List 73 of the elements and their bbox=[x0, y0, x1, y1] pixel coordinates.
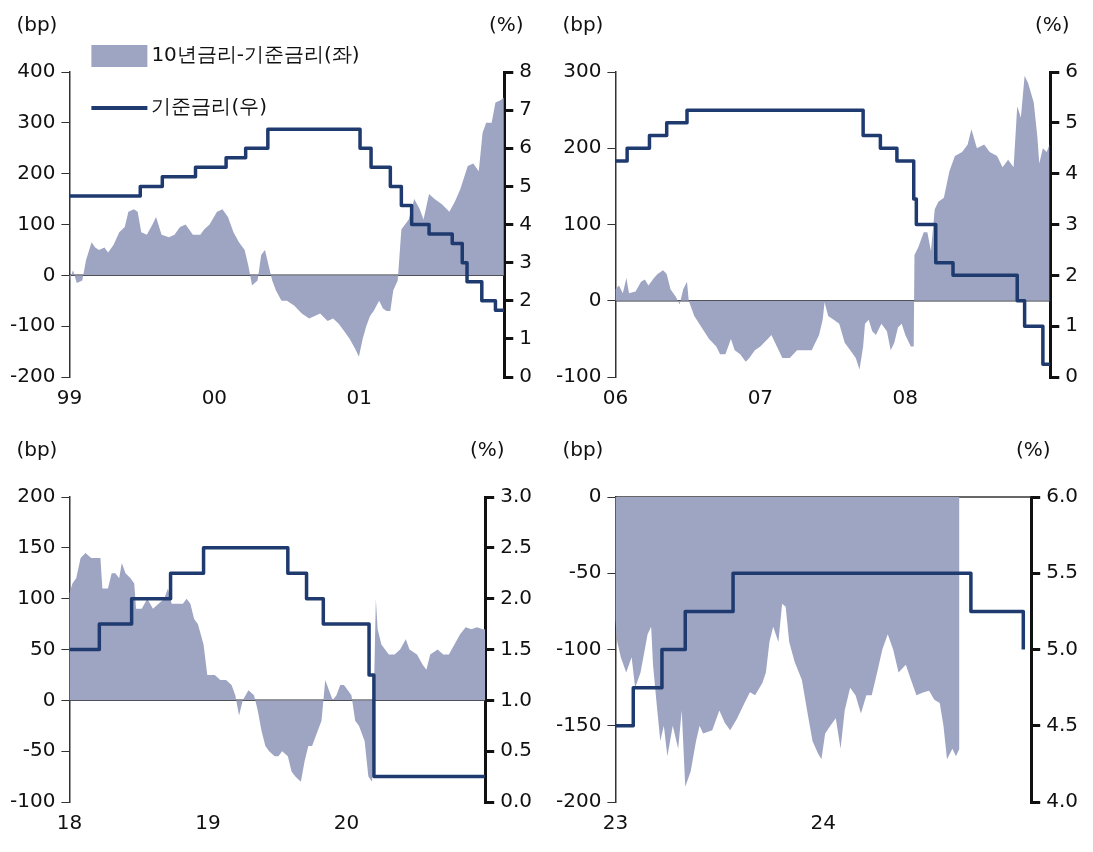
y-tick-label: 150 bbox=[17, 534, 56, 559]
y-tick-label: 0 bbox=[588, 286, 602, 311]
x-tick-label: 99 bbox=[56, 385, 83, 410]
y2-tick-label: 0 bbox=[1065, 363, 1079, 388]
y2-tick-label: 0.0 bbox=[500, 788, 533, 813]
y-tick-label: 100 bbox=[17, 210, 56, 235]
y2-tick-label: 2 bbox=[1065, 261, 1079, 286]
y-tick-label: 300 bbox=[17, 109, 56, 134]
y-tick-label: 0 bbox=[42, 261, 56, 286]
y-tick-label: 0 bbox=[588, 483, 602, 508]
x-tick-label: 19 bbox=[195, 810, 221, 835]
y2-tick-label: 1 bbox=[1065, 312, 1079, 337]
y2-tick-label: 4.0 bbox=[1046, 788, 1079, 813]
legend-label: 10년금리-기준금리(좌) bbox=[151, 42, 360, 67]
x-tick-label: 01 bbox=[346, 385, 373, 410]
x-tick-label: 24 bbox=[810, 810, 837, 835]
x-tick-label: 18 bbox=[56, 810, 83, 835]
y-tick-label: 400 bbox=[17, 58, 56, 83]
legend-label: 기준금리(우) bbox=[151, 94, 267, 119]
y-tick-label: -100 bbox=[556, 363, 602, 388]
y-tick-label: 200 bbox=[563, 134, 602, 159]
y-axis-title: (bp) bbox=[16, 12, 58, 37]
y2-tick-label: 4.5 bbox=[1046, 711, 1079, 736]
y2-tick-label: 1 bbox=[519, 325, 533, 350]
y-tick-label: 100 bbox=[17, 584, 56, 609]
y-tick-label: 300 bbox=[563, 58, 602, 83]
x-tick-label: 07 bbox=[747, 385, 774, 410]
y-axis-title: (bp) bbox=[16, 437, 58, 462]
y2-axis-title: (%) bbox=[1015, 437, 1051, 462]
y2-tick-label: 3 bbox=[519, 248, 533, 273]
x-tick-label: 23 bbox=[602, 810, 629, 835]
y-tick-label: -50 bbox=[22, 737, 56, 762]
y2-tick-label: 1.0 bbox=[500, 686, 533, 711]
y2-tick-label: 7 bbox=[519, 96, 533, 121]
y2-tick-label: 2.0 bbox=[500, 584, 533, 609]
y2-axis-title: (%) bbox=[488, 12, 524, 37]
x-tick-label: 20 bbox=[333, 810, 360, 835]
y2-tick-label: 1.5 bbox=[500, 635, 533, 660]
y-tick-label: -150 bbox=[556, 711, 602, 736]
y2-axis-title: (%) bbox=[469, 437, 505, 462]
y2-tick-label: 6 bbox=[519, 134, 533, 159]
y-tick-label: -200 bbox=[10, 363, 56, 388]
y2-tick-label: 5 bbox=[519, 172, 533, 197]
y2-tick-label: 6.0 bbox=[1046, 483, 1079, 508]
x-tick-label: 08 bbox=[892, 385, 919, 410]
y2-tick-label: 8 bbox=[519, 58, 533, 83]
y2-axis-title: (%) bbox=[1034, 12, 1070, 37]
y2-tick-label: 5 bbox=[1065, 109, 1079, 134]
y2-tick-label: 2.5 bbox=[500, 534, 533, 559]
y2-tick-label: 5.0 bbox=[1046, 635, 1079, 660]
x-tick-label: 06 bbox=[602, 385, 629, 410]
y2-tick-label: 4 bbox=[519, 210, 533, 235]
y-tick-label: 200 bbox=[17, 159, 56, 184]
y2-tick-label: 3 bbox=[1065, 210, 1079, 235]
y-tick-label: -50 bbox=[568, 559, 602, 584]
y-tick-label: 50 bbox=[29, 635, 56, 660]
y2-tick-label: 5.5 bbox=[1046, 559, 1079, 584]
y-axis-title: (bp) bbox=[562, 437, 604, 462]
y-tick-label: -200 bbox=[556, 788, 602, 813]
y-tick-label: -100 bbox=[556, 635, 602, 660]
y2-tick-label: 0.5 bbox=[500, 737, 533, 762]
y2-tick-label: 2 bbox=[519, 286, 533, 311]
y-tick-label: 200 bbox=[17, 483, 56, 508]
y2-tick-label: 0 bbox=[519, 363, 533, 388]
y-tick-label: 0 bbox=[42, 686, 56, 711]
y2-tick-label: 4 bbox=[1065, 159, 1079, 184]
y2-tick-label: 3.0 bbox=[500, 483, 533, 508]
y-axis-title: (bp) bbox=[562, 12, 604, 37]
y2-tick-label: 6 bbox=[1065, 58, 1079, 83]
y-tick-label: -100 bbox=[10, 312, 56, 337]
x-tick-label: 00 bbox=[201, 385, 228, 410]
y-tick-label: 100 bbox=[563, 210, 602, 235]
y-tick-label: -100 bbox=[10, 788, 56, 813]
